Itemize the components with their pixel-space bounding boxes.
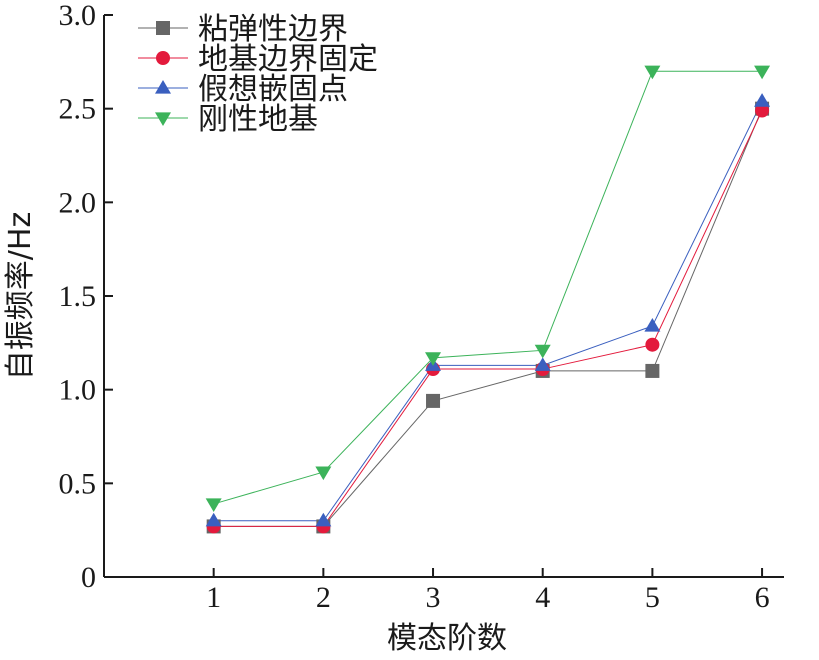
legend-item: 地基边界固定 [138, 42, 378, 77]
legend-item: 刚性地基 [138, 102, 318, 137]
y-tick-label: 1.5 [59, 280, 97, 313]
data-point [644, 65, 661, 80]
x-tick-label: 1 [206, 581, 221, 614]
series-lines [213, 70, 763, 527]
legend-item: 粘弹性边界 [138, 12, 348, 47]
legend-marker [156, 51, 170, 65]
x-tick-label: 3 [426, 581, 441, 614]
series-line-1 [213, 108, 763, 527]
y-tick-label: 1.0 [59, 374, 97, 407]
data-point [426, 393, 441, 408]
legend-label: 粘弹性边界 [198, 12, 348, 47]
x-axis-title: 模态阶数 [387, 621, 507, 656]
x-tick-label: 4 [535, 581, 550, 614]
data-point [754, 93, 771, 107]
data-point [645, 363, 660, 378]
y-tick-label: 3.0 [59, 0, 97, 32]
data-point [315, 466, 332, 481]
data-point [205, 498, 222, 512]
x-tick-label: 2 [316, 581, 331, 614]
series-line-3 [213, 100, 763, 522]
data-point [644, 317, 661, 332]
y-tick-label: 2.5 [59, 93, 97, 126]
legend-marker [155, 80, 171, 94]
data-point [534, 344, 551, 359]
legend-label: 地基边界固定 [198, 42, 378, 77]
y-tick-label: 0 [81, 561, 96, 594]
legend-label: 刚性地基 [198, 102, 318, 137]
series-line-2 [213, 110, 763, 527]
x-tick-label: 6 [755, 581, 770, 614]
y-axis-title: 自振频率/Hz [3, 212, 38, 380]
y-tick-label: 2.0 [59, 186, 97, 219]
legend-marker [156, 21, 170, 35]
data-point [754, 65, 771, 80]
data-point [755, 103, 770, 118]
data-point [645, 337, 660, 352]
data-point [315, 512, 332, 527]
legend-item: 假想嵌固点 [138, 72, 348, 107]
series-markers [205, 65, 771, 534]
y-tick-label: 0.5 [59, 467, 97, 500]
legend-marker [155, 112, 171, 126]
legend-label: 假想嵌固点 [198, 72, 348, 107]
data-point [205, 512, 222, 527]
series-line-4 [213, 70, 763, 505]
data-point [534, 357, 551, 371]
axes: 0 0.5 1.0 1.5 2.0 2.5 3.0 1 2 3 4 5 6 [59, 0, 784, 614]
data-point [425, 352, 442, 366]
x-tick-label: 5 [645, 581, 660, 614]
